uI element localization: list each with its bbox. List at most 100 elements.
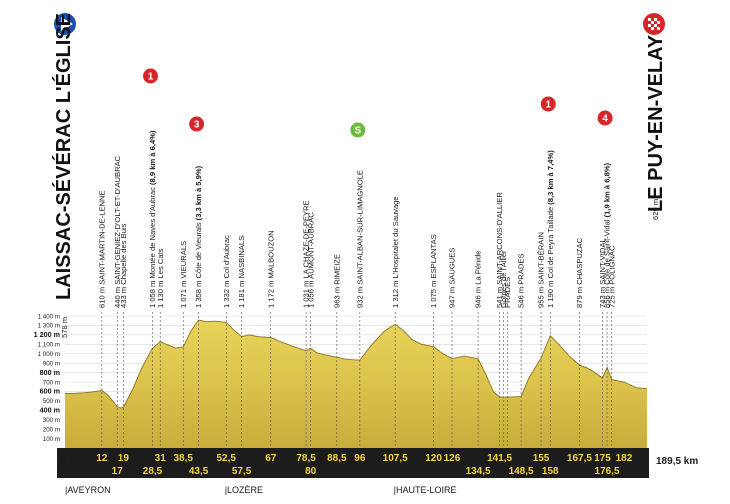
waypoint-label-part: 1 130 m Les Cats — [156, 248, 165, 308]
region-label: |AVEYRON — [65, 485, 111, 495]
climb-category-badge — [349, 121, 367, 139]
waypoint-label-part: 1 358 m Côte de Vieurals — [194, 220, 203, 308]
checker-square — [657, 21, 660, 24]
km-marker-bottom: 57,5 — [232, 466, 252, 477]
km-marker-bottom: 28,5 — [143, 466, 163, 477]
waypoint-label-part: 743 m SAINT-VIDAL — [598, 238, 607, 308]
km-marker-top: 38,5 — [174, 453, 194, 464]
km-marker-top: 52,5 — [217, 453, 237, 464]
checker-square — [651, 27, 654, 30]
waypoint-label-part: 1 058 m Montée de Naves d'Aubrac — [148, 185, 157, 308]
waypoint-label-part: 440 m SAINT-GENIEZ-D'OLT-ET-D'AUBRAC — [113, 155, 122, 308]
region-label: |LOZÈRE — [225, 485, 263, 495]
altitude-tick-label: 200 m — [43, 426, 60, 433]
waypoint-label-part: 1 071 m VIEURALS — [179, 241, 188, 308]
km-marker-top: 141,5 — [487, 453, 512, 464]
elevation-profile — [64, 319, 648, 448]
km-marker-bottom: 17 — [112, 466, 124, 477]
waypoint-label: 1 075 m ESPLANTAS — [429, 234, 438, 308]
waypoint-label: 1 071 m VIEURALS — [179, 241, 188, 308]
km-marker-top: 31 — [155, 453, 167, 464]
waypoint-label: 1 031 m LA CHAZE-DE-PEYRE — [302, 200, 311, 308]
km-marker-bottom: 158 — [542, 466, 559, 477]
altitude-tick-label: 700 m — [43, 379, 60, 386]
waypoint-label: 1 312 m L'Hospitalet du Sauvage — [391, 196, 400, 308]
waypoint-label-part: 1 056 m AUMONT-AUBRAC — [306, 212, 315, 308]
altitude-tick-label: 500 m — [43, 398, 60, 405]
waypoint-label: 541 m SAINT-ARCONS-D'ALLIER — [495, 192, 504, 308]
region-label: |HAUTE-LOIRE — [394, 485, 457, 495]
climb-category-badge — [142, 67, 160, 85]
waypoint-label: 1 172 m MALBOUZON — [266, 230, 275, 308]
climb-category-number: 1 — [148, 72, 154, 83]
checker-square — [657, 27, 660, 30]
waypoint-label-part: 610 m SAINT-MARTIN-DE-LENNE — [97, 190, 106, 308]
waypoint-label: 955 m SAINT-BÉRAIN — [537, 232, 546, 308]
waypoint-label-part: 546 m PRADES — [517, 254, 526, 308]
waypoint-label-part: (3,3 km à 5,9%) — [194, 165, 203, 220]
profile-outline — [64, 319, 648, 409]
climb-category-number: 3 — [194, 120, 200, 131]
km-marker-bottom: 43,5 — [189, 466, 209, 477]
altitude-tick-label: 600 m — [40, 387, 60, 396]
km-finish-label: 189,5 km — [656, 456, 698, 467]
waypoint-label-part: 1 075 m ESPLANTAS — [429, 234, 438, 308]
waypoint-label: 856 m Côte de Saint-Vidal (1,9 km à 6,8%… — [603, 162, 612, 308]
waypoint-label-part: 856 m Côte de Saint-Vidal — [603, 217, 612, 308]
km-markers: 12 19 31 38,5 52,5 67 78,5 88,5 96 107,5 120 126 141… — [96, 453, 632, 477]
climb-badges: 1 3 S 1 4 — [142, 67, 614, 139]
checker-square — [651, 21, 654, 24]
finish-marker — [643, 13, 665, 35]
checker-square — [654, 24, 657, 27]
waypoint-label-part: (8,9 km à 6,4%) — [148, 130, 157, 185]
waypoint-label-part: 1 181 m NASBINALS — [237, 236, 246, 308]
waypoint-label: 1 058 m Montée de Naves d'Aubrac (8,9 km… — [148, 130, 157, 308]
start-marker — [54, 13, 76, 35]
waypoint-label-part: 725 m POLIGNAC — [607, 245, 616, 308]
waypoint-label-part: (8,3 km à 7,4%) — [546, 150, 555, 205]
climb-category-number: 1 — [545, 100, 551, 111]
waypoint-label-part: 947 m SAUGUES — [448, 248, 457, 308]
km-marker-top: 120 — [425, 453, 442, 464]
km-marker-top: 107,5 — [383, 453, 408, 464]
checker-square — [648, 24, 651, 27]
waypoint-label: Gorges de l'Allier — [499, 250, 508, 308]
waypoint-label-part: 1 172 m MALBOUZON — [266, 230, 275, 308]
region-labels: |AVEYRON |LOZÈRE |HAUTE-LOIRE — [65, 485, 456, 495]
km-marker-top: 96 — [354, 453, 366, 464]
finish-altitude: 629 m — [651, 199, 660, 220]
climb-category-badge — [539, 95, 557, 113]
start-town-name: LAISSAC-SÉVÉRAC L'ÉGLISE — [52, 13, 75, 300]
km-marker-top: 182 — [616, 453, 633, 464]
waypoint-label: 1 332 m Col d'Aubrac — [222, 235, 231, 308]
climb-category-badge — [596, 109, 614, 127]
waypoint-label: 610 m SAINT-MARTIN-DE-LENNE — [97, 190, 106, 308]
km-marker-top: 19 — [118, 453, 130, 464]
waypoint-labels: 610 m SAINT-MARTIN-DE-LENNE 440 m SAINT-G… — [97, 130, 616, 308]
km-marker-top: 78,5 — [296, 453, 316, 464]
waypoint-label: 433 m Chapelle des Buis — [119, 223, 128, 308]
km-marker-top: 126 — [444, 453, 461, 464]
waypoint-label-part: 541 m SAINT-ARCONS-D'ALLIER — [495, 192, 504, 308]
waypoint-label: 1 358 m Côte de Vieurals (3,3 km à 5,9%) — [194, 165, 203, 308]
checker-pattern — [648, 18, 660, 30]
altitude-tick-label: 1 200 m — [34, 330, 60, 339]
km-marker-top: 175 — [594, 453, 611, 464]
km-marker-bottom: 148,5 — [509, 466, 534, 477]
waypoint-label: 1 190 m Col de Peyra Taillade (8,3 km à … — [546, 150, 555, 308]
climb-category-number: S — [355, 126, 362, 137]
waypoint-label-part: 433 m Chapelle des Buis — [119, 223, 128, 308]
profile-area — [65, 320, 647, 448]
waypoint-label-part: PRADES — [503, 277, 512, 308]
altitude-tick-label: 1 400 m — [38, 313, 60, 320]
km-marker-top: 12 — [96, 453, 108, 464]
waypoint-label: 947 m SAUGUES — [448, 248, 457, 308]
checker-square — [654, 18, 657, 21]
altitude-tick-label: 100 m — [43, 436, 60, 443]
climb-category-number: 4 — [602, 114, 608, 125]
km-marker-bottom: 176,5 — [595, 466, 620, 477]
waypoint-label-part: 1 312 m L'Hospitalet du Sauvage — [391, 196, 400, 308]
waypoint-label: 725 m POLIGNAC — [607, 245, 616, 308]
